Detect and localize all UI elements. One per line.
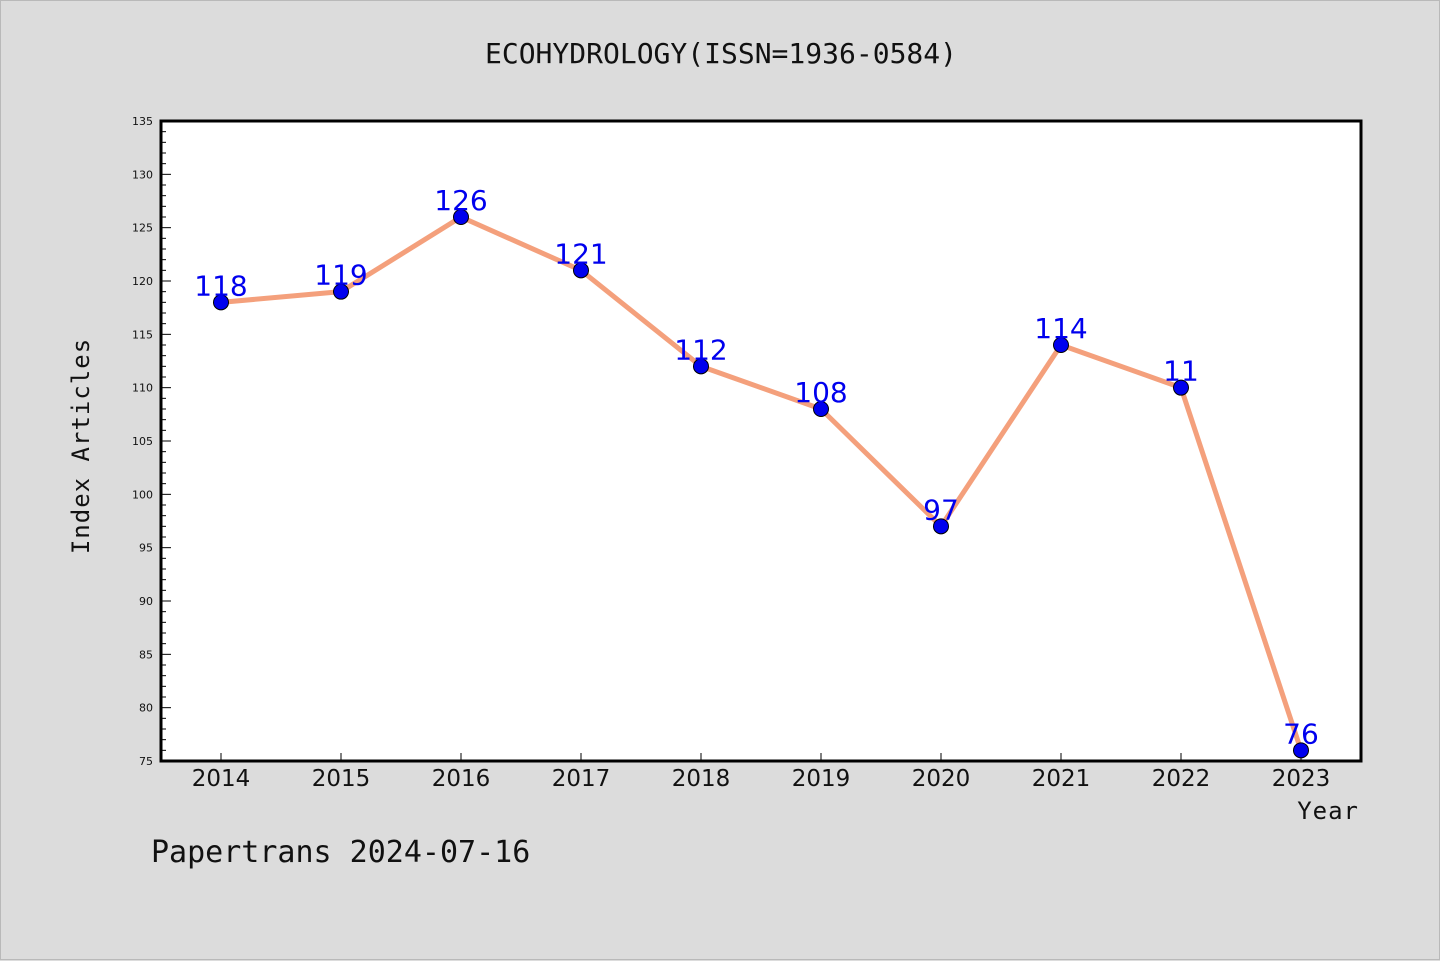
data-label: 118: [194, 269, 247, 302]
y-tick-label: 105: [132, 435, 153, 448]
data-point: [573, 262, 589, 279]
y-tick-label: 110: [132, 382, 153, 395]
x-tick-label: 2022: [1152, 766, 1211, 792]
y-tick-label: 115: [132, 328, 153, 341]
x-axis: 2014 2015 2016 2017 2018 2019 2020 2021 2022 2023: [192, 753, 1331, 792]
x-tick-label: 2017: [552, 766, 611, 792]
data-label: 114: [1034, 312, 1087, 345]
data-label: 97: [923, 493, 959, 526]
data-label: 76: [1283, 717, 1319, 750]
x-tick-label: 2015: [312, 766, 371, 792]
y-tick-label: 90: [139, 595, 153, 608]
data-point: [693, 358, 709, 375]
x-tick-label: 2016: [432, 766, 491, 792]
y-tick-label: 75: [139, 755, 153, 768]
data-label: 112: [674, 333, 727, 366]
series-line-group: 118 119 126 121 112 108 97 114 11 76: [194, 184, 1319, 759]
y-tick-label: 125: [132, 222, 153, 235]
chart-title: ECOHYDROLOGY(ISSN=1936-0584): [484, 37, 957, 70]
y-tick-label: 135: [132, 115, 153, 128]
x-tick-label: 2018: [672, 766, 731, 792]
y-tick-label: 100: [132, 488, 153, 501]
x-tick-label: 2019: [792, 766, 851, 792]
x-axis-label: Year: [1297, 797, 1359, 825]
series-line: [220, 214, 1304, 752]
x-tick-label: 2023: [1272, 766, 1331, 792]
data-label: 11: [1163, 355, 1199, 388]
y-axis: 75 80 85 90 95 100 105 110 115 120 125 130 135: [132, 115, 171, 768]
data-point: [453, 209, 469, 225]
x-tick-label: 2020: [912, 766, 971, 792]
data-point: [333, 283, 349, 300]
data-point: [813, 401, 829, 417]
footer-note: Papertrans 2024-07-16: [151, 835, 531, 870]
data-point: [1293, 742, 1309, 759]
data-point: [1053, 337, 1069, 353]
y-tick-label: 95: [139, 542, 153, 555]
data-label: 119: [314, 259, 367, 292]
y-tick-label: 85: [139, 648, 153, 661]
data-label: 126: [434, 184, 487, 217]
y-axis-label: Index Articles: [67, 337, 95, 555]
x-tick-label: 2021: [1032, 766, 1091, 792]
data-point: [933, 518, 949, 535]
data-label: 121: [554, 237, 607, 270]
y-tick-label: 130: [132, 168, 153, 181]
data-point: [1173, 379, 1189, 396]
y-tick-label: 80: [139, 702, 153, 715]
x-tick-label: 2014: [192, 766, 251, 792]
data-point: [213, 294, 229, 311]
data-label: 108: [794, 376, 847, 409]
plot-area: [161, 121, 1361, 761]
y-tick-label: 120: [132, 275, 153, 288]
plot-frame: [159, 119, 1363, 763]
